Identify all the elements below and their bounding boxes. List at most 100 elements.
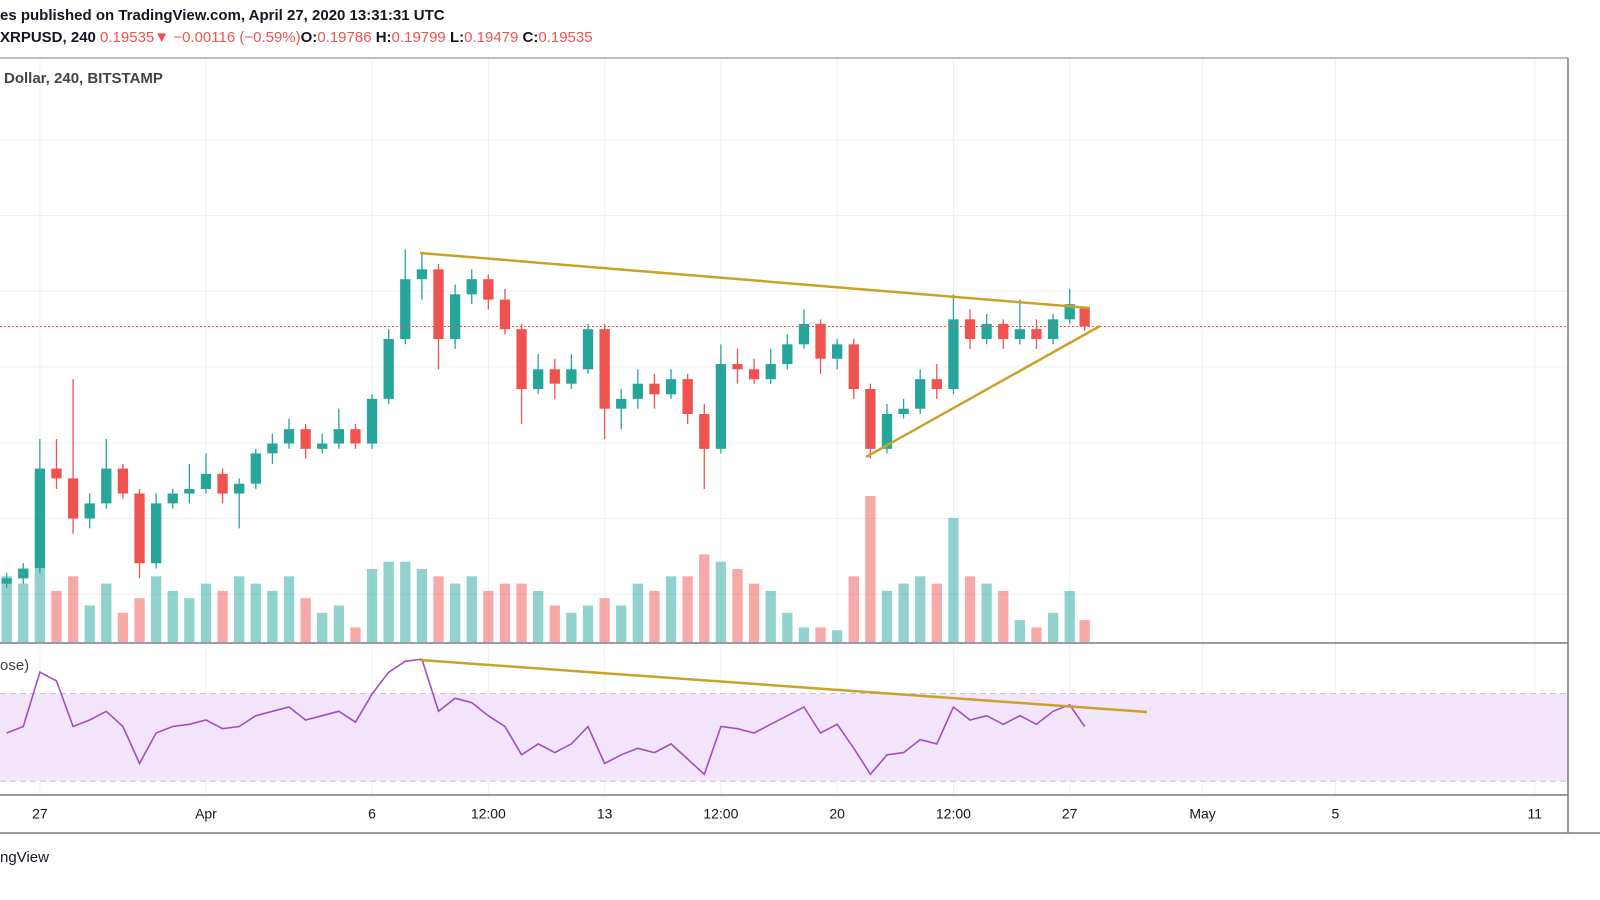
candle-body — [101, 468, 112, 504]
candle-body — [748, 369, 760, 380]
candle-body — [267, 443, 278, 454]
volume-bar — [682, 576, 693, 642]
volume-bar — [649, 590, 660, 642]
candle-body — [815, 323, 826, 359]
published: es published on TradingView.com, April 2… — [0, 7, 445, 24]
candle-body — [566, 369, 577, 384]
volume-bar — [416, 569, 428, 642]
candle-body — [898, 408, 909, 415]
candle-body — [931, 379, 942, 390]
volume-bar — [1014, 620, 1026, 642]
volume-bar — [732, 569, 743, 642]
volume-bar — [200, 583, 212, 642]
candle-body — [1064, 304, 1075, 320]
volume-bar — [964, 576, 976, 642]
last-price: 0.19535 — [100, 29, 155, 46]
volume-bar — [948, 517, 959, 642]
x-tick-label: 12:00 — [471, 806, 506, 822]
volume-bar — [765, 590, 776, 642]
candle-body — [699, 414, 710, 449]
candle-body — [433, 269, 444, 340]
candle-body — [1014, 329, 1026, 340]
x-tick-label: 20 — [829, 806, 845, 822]
volume-bar — [433, 576, 444, 642]
candle-body — [350, 429, 361, 444]
volume-bar — [134, 598, 145, 642]
candle-body — [167, 493, 178, 504]
volume-bar — [1031, 627, 1042, 642]
volume-bar — [981, 583, 992, 642]
low-value: 0.19479 — [464, 29, 519, 46]
high-value: 0.19799 — [391, 29, 446, 46]
candle-body — [317, 443, 328, 449]
x-tick-label: 12:00 — [936, 806, 971, 822]
x-tick-label: May — [1189, 806, 1215, 822]
candle-body — [217, 473, 228, 494]
volume-bar — [832, 630, 843, 642]
x-tick-label: Apr — [195, 806, 217, 822]
volume-bar — [317, 612, 328, 642]
candle-body — [300, 429, 311, 449]
candle-body — [649, 383, 660, 395]
candle-body — [117, 468, 129, 494]
rsi-band — [0, 693, 1568, 781]
candle-body — [732, 364, 743, 370]
volume-bar — [466, 576, 477, 642]
x-tick-label: 13 — [597, 806, 613, 822]
volume-bar — [915, 576, 926, 642]
volume-bar — [67, 576, 79, 642]
volume-bar — [51, 590, 62, 642]
candle-body — [599, 329, 610, 409]
volume-bar — [616, 605, 627, 642]
candle-body — [1, 578, 12, 584]
x-tick-label: 27 — [32, 806, 48, 822]
candle-body — [234, 483, 245, 494]
x-tick-label: 6 — [368, 806, 376, 822]
volume-bar — [84, 605, 95, 642]
volume-bar — [267, 590, 278, 642]
candle-body — [881, 414, 893, 449]
volume-bar — [333, 605, 344, 642]
candle-body — [665, 379, 677, 395]
candle-body — [250, 453, 261, 484]
x-tick-label: 12:00 — [703, 806, 738, 822]
candle-body — [516, 329, 527, 390]
candle-body — [400, 279, 411, 340]
volume-bar — [798, 627, 810, 642]
candle-body — [51, 468, 62, 479]
candle-body — [134, 493, 145, 564]
volume-bar — [400, 561, 411, 642]
candle-body — [798, 323, 810, 345]
volume-bar — [499, 583, 511, 642]
volume-bar — [566, 612, 577, 642]
candle-body — [616, 398, 627, 409]
x-tick-label: 5 — [1332, 806, 1340, 822]
pane-title: Dollar, 240, BITSTAMP — [4, 70, 163, 87]
candle-body — [782, 344, 793, 365]
candle-body — [18, 568, 29, 579]
volume-bar — [18, 583, 29, 642]
candle-body — [84, 503, 95, 519]
ohlc-label: L: — [449, 29, 465, 46]
candle-body — [383, 339, 394, 399]
candle-body — [283, 429, 295, 444]
candle-body — [366, 398, 378, 444]
quote-line: XRPUSD, 240 0.19535▼ −0.00116 (−0.59%)O:… — [0, 29, 593, 46]
candle-body — [582, 329, 594, 370]
candle-body — [67, 478, 79, 519]
ohlc-label: H: — [375, 29, 392, 46]
rsi-line — [6, 658, 1086, 776]
volume-bar — [483, 590, 494, 642]
candle-body — [998, 323, 1009, 340]
marks — [0, 249, 1568, 776]
candle-body — [200, 473, 212, 489]
change: −0.00116 (−0.59%) — [173, 29, 301, 46]
volume-bar — [898, 583, 909, 642]
volume-bar — [1064, 590, 1075, 642]
volume-bar — [167, 590, 178, 642]
candle-body — [466, 279, 477, 295]
candle-body — [150, 503, 162, 564]
candle-body — [948, 319, 959, 390]
